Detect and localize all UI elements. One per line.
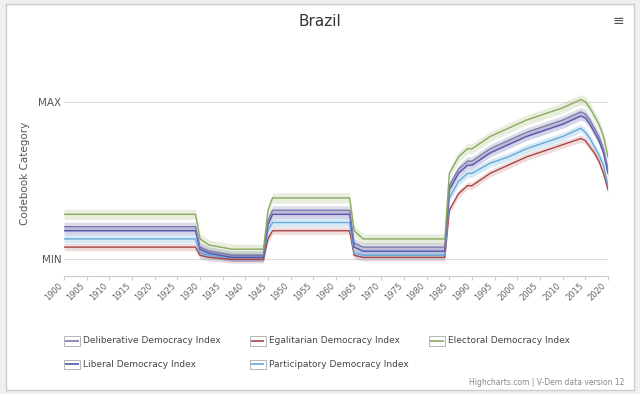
Text: Participatory Democracy Index: Participatory Democracy Index xyxy=(269,360,408,369)
Text: Deliberative Democracy Index: Deliberative Democracy Index xyxy=(83,336,221,345)
Text: Highcharts.com | V-Dem data version 12: Highcharts.com | V-Dem data version 12 xyxy=(468,378,624,387)
Text: Brazil: Brazil xyxy=(299,14,341,29)
Text: Egalitarian Democracy Index: Egalitarian Democracy Index xyxy=(269,336,400,345)
Text: Liberal Democracy Index: Liberal Democracy Index xyxy=(83,360,196,369)
Text: Electoral Democracy Index: Electoral Democracy Index xyxy=(448,336,570,345)
Text: ≡: ≡ xyxy=(612,14,624,28)
Y-axis label: Codebook Category: Codebook Category xyxy=(20,122,30,225)
